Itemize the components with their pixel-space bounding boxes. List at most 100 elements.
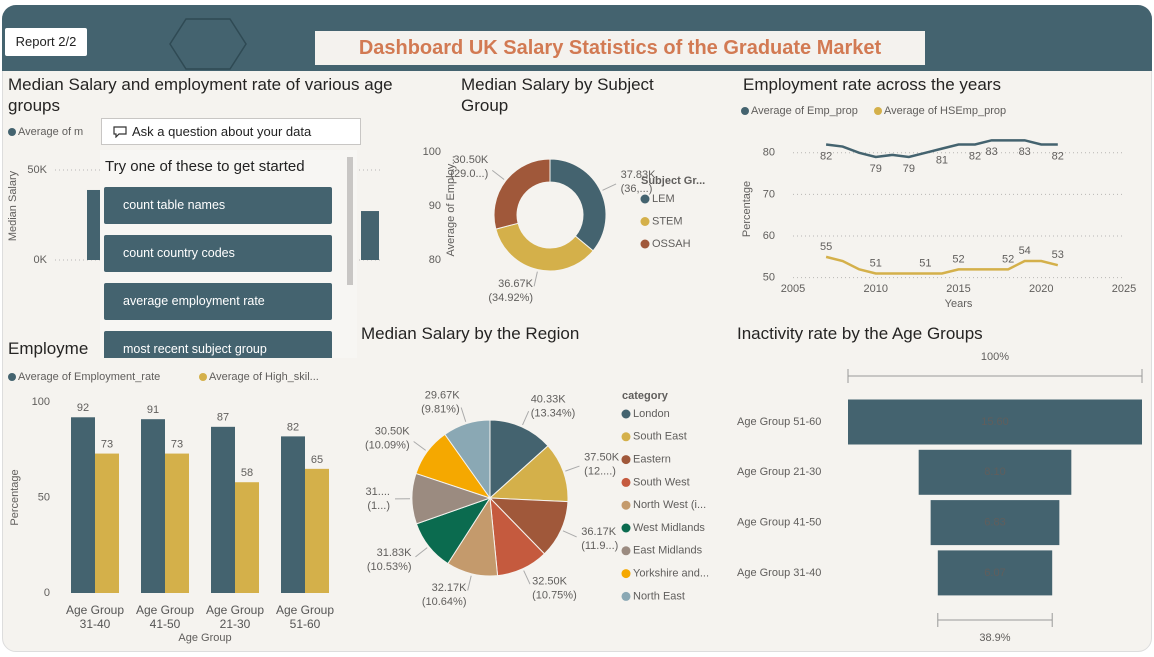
legend-marker [621,591,631,601]
category-label: Age Group 41-50 [737,517,821,529]
slice [495,222,594,272]
qa-suggestion[interactable]: count country codes [104,235,332,272]
legend-marker [621,432,631,442]
data-label: 92 [77,402,89,414]
legend-marker [8,373,16,381]
legend-label: West Midlands [633,522,705,534]
leader-line [522,411,530,426]
bar [141,419,165,593]
legend-marker [741,107,749,115]
x-tick-label: Age Group 21-30 [205,603,265,631]
legend-label: Average of HSEmp_prop [884,105,1006,117]
header: Report 2/2 Dashboard UK Salary Statistic… [2,5,1152,71]
legend-label: LEM [652,193,675,205]
chart-title: Median Salary by the Region [361,324,580,343]
leader-line [533,271,538,287]
x-axis-title: Age Group [178,632,231,644]
x-tick-label: 2015 [946,283,970,295]
data-label: 87 [217,412,229,424]
legend-label: Average of m [18,126,83,138]
qa-body: Try one of these to get started count ta… [100,150,357,358]
data-label: (34.92%) [488,292,533,304]
bar [361,211,379,260]
category-label: Age Group 21-30 [737,466,821,478]
legend-marker [621,500,631,510]
y2-tick-label: 100 [423,146,441,158]
qa-prompt: Ask a question about your data [132,124,312,139]
data-label: 15.60 [981,416,1009,428]
data-label: (9.81%) [421,404,460,416]
x-tick-label: Age Group 51-60 [275,603,335,631]
data-label: 37.50K [584,451,620,463]
data-label: 54 [1019,245,1031,257]
legend-marker [874,107,882,115]
scrollbar[interactable] [347,157,353,285]
qa-suggestion[interactable]: count table names [104,187,332,224]
leader-line [467,575,472,591]
y2-tick-label: 90 [429,200,441,212]
legend-marker [8,128,16,136]
data-label: 55 [820,241,832,253]
legend-label: South West [633,476,690,488]
chart-title: Inactivity rate by the Age Groups [737,324,983,343]
bar [211,426,235,593]
leader-line [460,407,467,422]
y-axis-title: Median Salary [7,170,19,241]
qa-suggestion[interactable]: most recent subject group [104,331,332,358]
slice [488,445,569,503]
data-label: 30.50K [453,154,489,166]
x-axis-title: Years [945,298,973,310]
data-label: 73 [171,438,183,450]
data-label: 79 [903,163,915,175]
slice [549,158,607,252]
qa-input[interactable]: Ask a question about your data [101,118,361,145]
y-tick-label: 60 [763,230,775,242]
x-tick-label: 2005 [781,283,805,295]
line [825,255,1059,275]
data-label: 40.33K [531,394,567,406]
legend-label: Average of Employment_rate [18,371,160,383]
data-label: 8.10 [984,466,1005,478]
funnel-bar [930,500,1060,546]
data-label: 79 [870,163,882,175]
line [825,139,1058,159]
y-tick-label: 50 [38,491,50,503]
legend-marker [621,569,631,579]
y-axis-title: Percentage [741,181,753,237]
bottom-label: 38.9% [979,632,1010,644]
legend-marker [640,239,650,249]
chart-title: Median Salary by Subject Group [461,75,654,115]
chart-title: Employme [8,339,89,358]
data-label: 51 [919,257,931,269]
legend-label: London [633,408,670,420]
data-label: 51 [870,257,882,269]
data-label: 29.67K [425,390,461,402]
qa-hint: Try one of these to get started [105,158,305,175]
y2-axis-title: Average of Employ... [445,155,457,256]
chat-icon [113,126,127,138]
legend-label: Average of Emp_prop [751,105,858,117]
data-label: 36.17K [581,526,617,538]
data-label: (11.9...) [581,540,618,552]
qa-suggestion[interactable]: average employment rate [104,283,332,320]
data-label: 83 [1019,146,1031,158]
funnel-bar [937,550,1053,596]
data-label: (10.53%) [367,561,412,573]
chart-title: Employment rate across the years [743,75,1001,94]
legend-marker [621,455,631,465]
data-label: 36.67K [498,278,534,290]
data-label: 58 [241,467,253,479]
y-tick-label: 100 [32,396,50,408]
data-label: 6.07 [984,567,1005,579]
data-label: 6.83 [984,517,1005,529]
report-tab[interactable]: Report 2/2 [5,28,87,56]
category-label: Age Group 31-40 [737,567,821,579]
legend-marker [199,373,207,381]
data-label: 65 [311,454,323,466]
funnel-bar [848,399,1142,445]
data-label: 82 [820,150,832,162]
legend-title: category [622,390,669,402]
data-label: 37.83K [621,169,657,181]
leader-line [562,530,577,538]
